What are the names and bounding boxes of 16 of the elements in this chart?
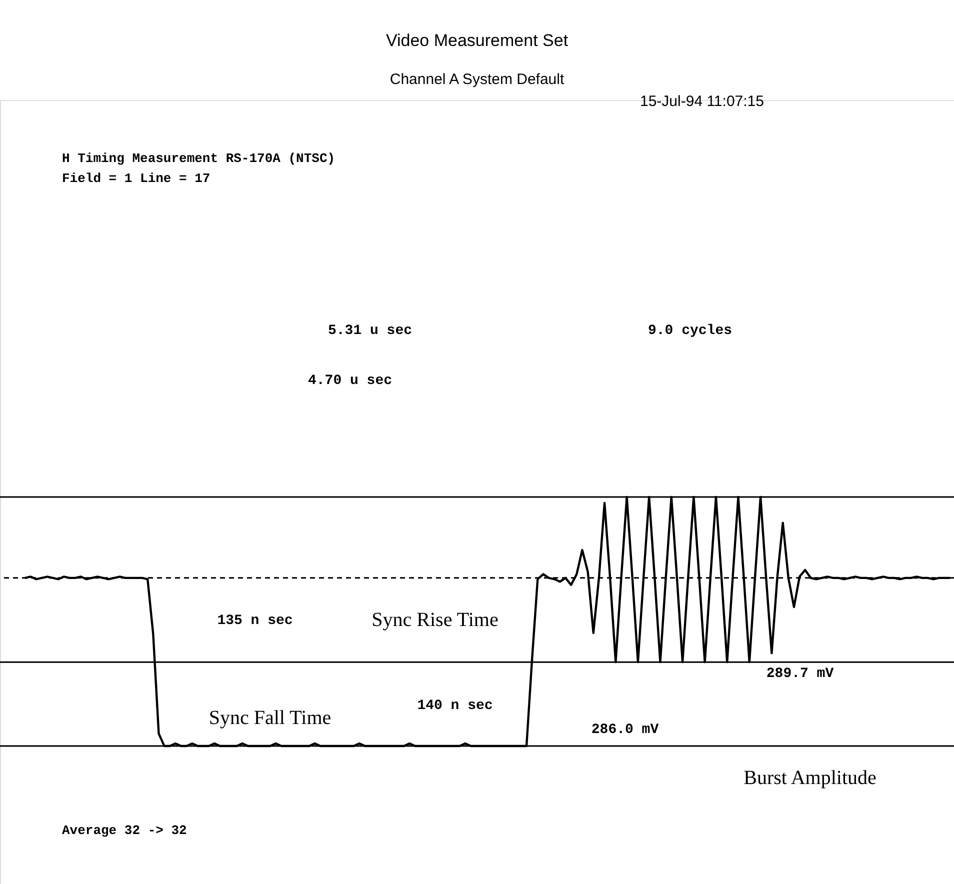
text: Burst Amplitude (744, 767, 877, 789)
chart-subtitle: Channel A System Default (390, 71, 565, 88)
text: 15-Jul-94 11:07:15 (640, 93, 764, 110)
text: Field = 1 Line = 17 (62, 171, 210, 186)
chart-title: Video Measurement Set (386, 31, 568, 50)
text: H Timing Measurement RS-170A (NTSC) (62, 151, 336, 166)
text: 5.31 u sec (328, 323, 412, 339)
annotation: Sync Fall Time (208, 707, 332, 729)
annotation: 289.7 mV (766, 666, 834, 682)
annotation: 286.0 mV (591, 722, 660, 738)
text: 4.70 u sec (308, 373, 392, 389)
annotation: 140 n sec (417, 698, 493, 714)
annotation: 135 n sec (217, 613, 293, 629)
annotation: Sync Rise Time (372, 609, 498, 631)
text: Average 32 -> 32 (62, 823, 188, 838)
text: 9.0 cycles (648, 323, 732, 339)
